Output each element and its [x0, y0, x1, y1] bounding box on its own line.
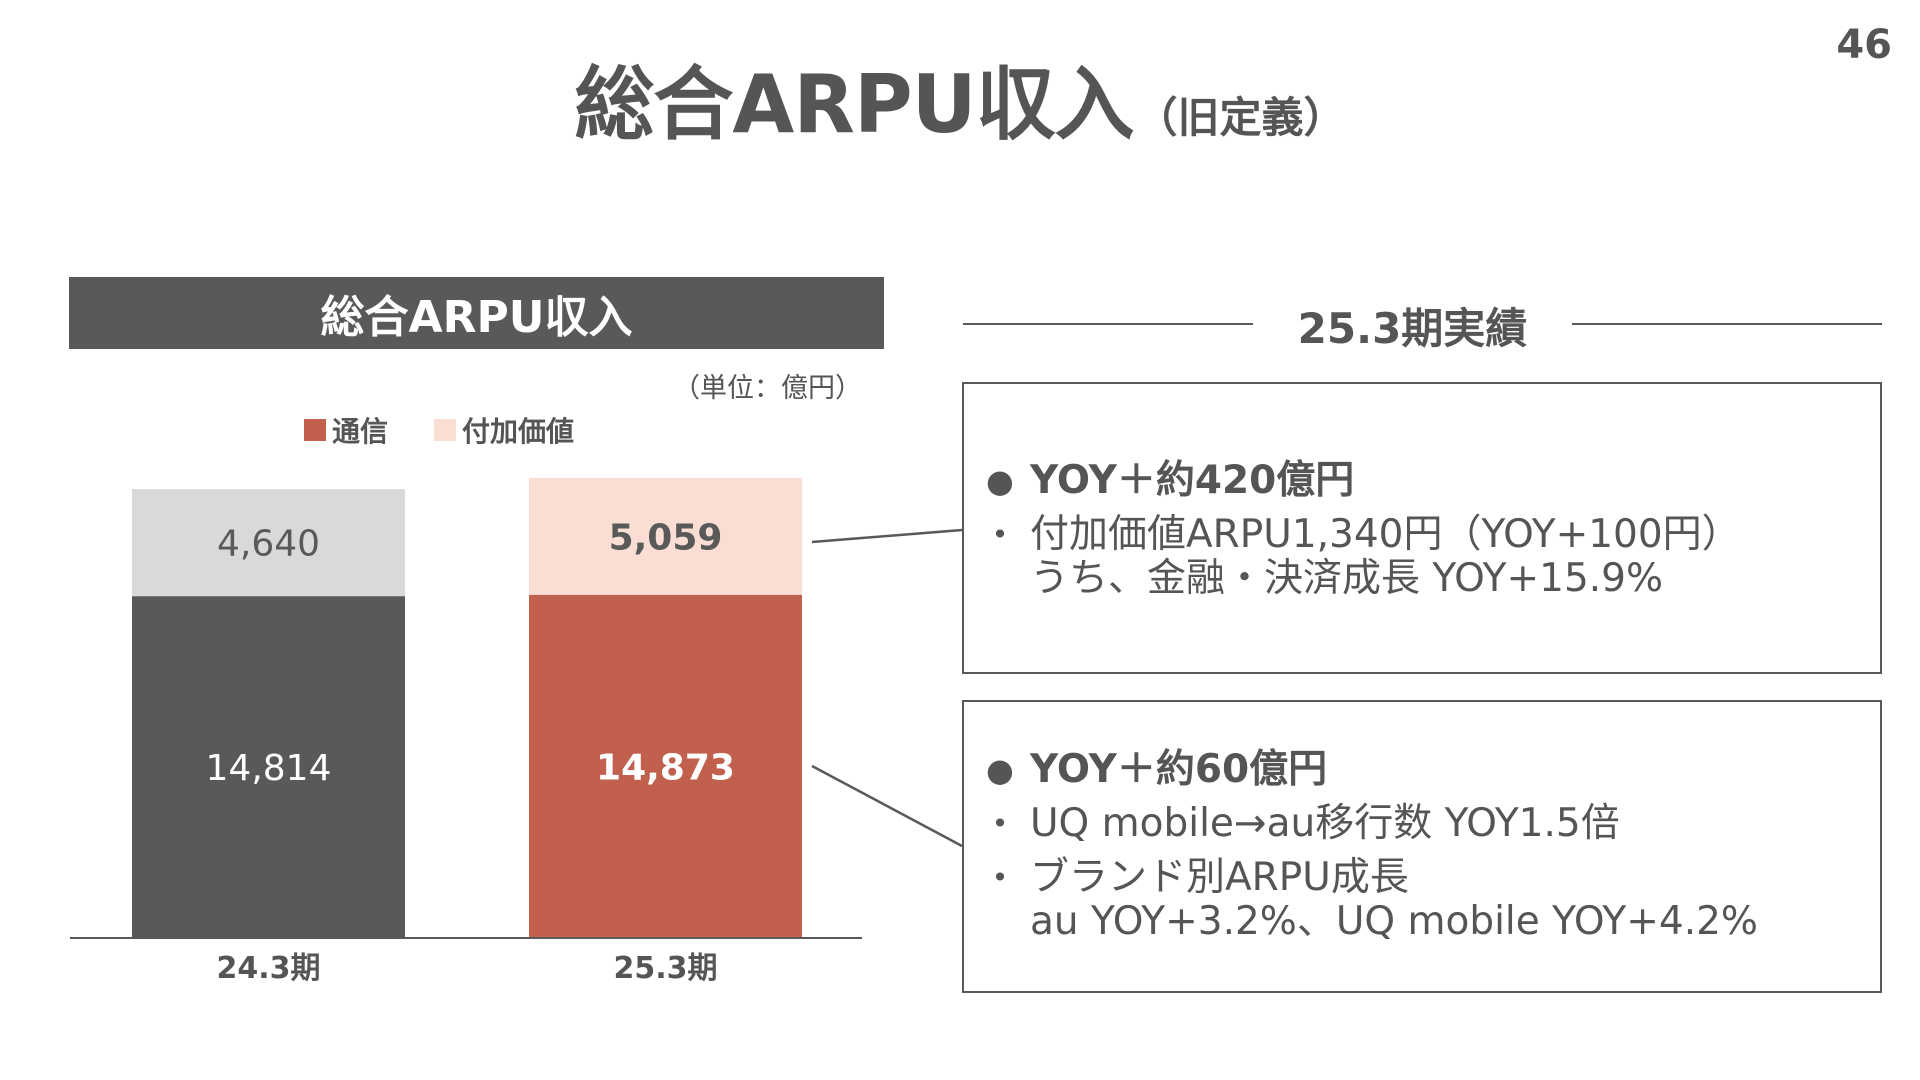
data-label-telecom-1: 14,873 [596, 747, 735, 788]
legend-label-telecom: 通信 [332, 415, 389, 448]
telecom-detail-1: • UQ mobile→au移行数 YOY1.5倍 [980, 802, 1870, 846]
unit-label: （単位：億円） [673, 373, 862, 404]
value-added-headline-text: YOY＋約420億円 [1030, 458, 1355, 503]
value-added-detail-line2: うち、金融・決済成長 YOY+15.9% [1030, 556, 1664, 601]
data-label-value-added-0: 4,640 [217, 524, 320, 565]
chart-header: 総合ARPU収入 [69, 277, 884, 349]
value-added-result-box: ● YOY＋約420億円 • 付加価値ARPU1,340円（YOY+100円） … [962, 382, 1882, 674]
telecom-result-box: ● YOY＋約60億円 • UQ mobile→au移行数 YOY1.5倍 • … [962, 700, 1882, 993]
page-title-sub: （旧定義） [1135, 93, 1346, 142]
heading-rule-left [963, 323, 1253, 325]
legend-item-value-added: 付加価値 [434, 410, 574, 450]
telecom-detail-2: • ブランド別ARPU成長 au YOY+3.2%、UQ mobile YOY+… [980, 856, 1870, 944]
bullet-dot: ● [986, 462, 1014, 500]
connector-telecom [811, 764, 963, 848]
telecom-detail-2-line1: ブランド別ARPU成長 [1030, 855, 1409, 900]
telecom-detail-1-text: UQ mobile→au移行数 YOY1.5倍 [1030, 801, 1620, 846]
bullet-small: • [991, 518, 1009, 551]
bar-telecom-0 [132, 596, 405, 938]
page-number: 46 [1836, 22, 1892, 68]
value-added-headline: ● YOY＋約420億円 [980, 459, 1870, 503]
category-label-0: 24.3期 [216, 951, 320, 986]
legend-swatch-telecom [304, 419, 326, 441]
page-title-main: 総合ARPU収入 [574, 58, 1134, 151]
legend-swatch-value-added [434, 419, 457, 441]
page-title: 総合ARPU収入（旧定義） [0, 40, 1920, 156]
data-label-value-added-1: 5,059 [609, 517, 723, 558]
bullet-dot: ● [986, 751, 1014, 789]
chart-legend: 通信 付加価値 [304, 410, 574, 450]
connector-value-added [811, 528, 963, 544]
telecom-headline-text: YOY＋約60億円 [1030, 747, 1328, 792]
telecom-detail-2-line2: au YOY+3.2%、UQ mobile YOY+4.2% [1030, 899, 1758, 944]
bar-value-added-1 [529, 478, 802, 595]
bar-telecom-1 [529, 594, 802, 938]
heading-rule-right [1572, 323, 1882, 325]
bullet-small: • [991, 861, 1009, 894]
value-added-detail-line1: 付加価値ARPU1,340円（YOY+100円） [1030, 512, 1741, 557]
bar-value-added-0 [132, 489, 405, 597]
legend-item-telecom: 通信 [304, 410, 388, 450]
bullet-small: • [991, 807, 1009, 840]
value-added-detail: • 付加価値ARPU1,340円（YOY+100円） うち、金融・決済成長 YO… [980, 513, 1870, 601]
category-label-1: 25.3期 [613, 951, 717, 986]
data-label-telecom-0: 14,814 [206, 748, 332, 789]
telecom-headline: ● YOY＋約60億円 [980, 748, 1870, 792]
legend-label-value-added: 付加価値 [462, 415, 575, 448]
results-heading: 25.3期実績 [1297, 304, 1528, 353]
